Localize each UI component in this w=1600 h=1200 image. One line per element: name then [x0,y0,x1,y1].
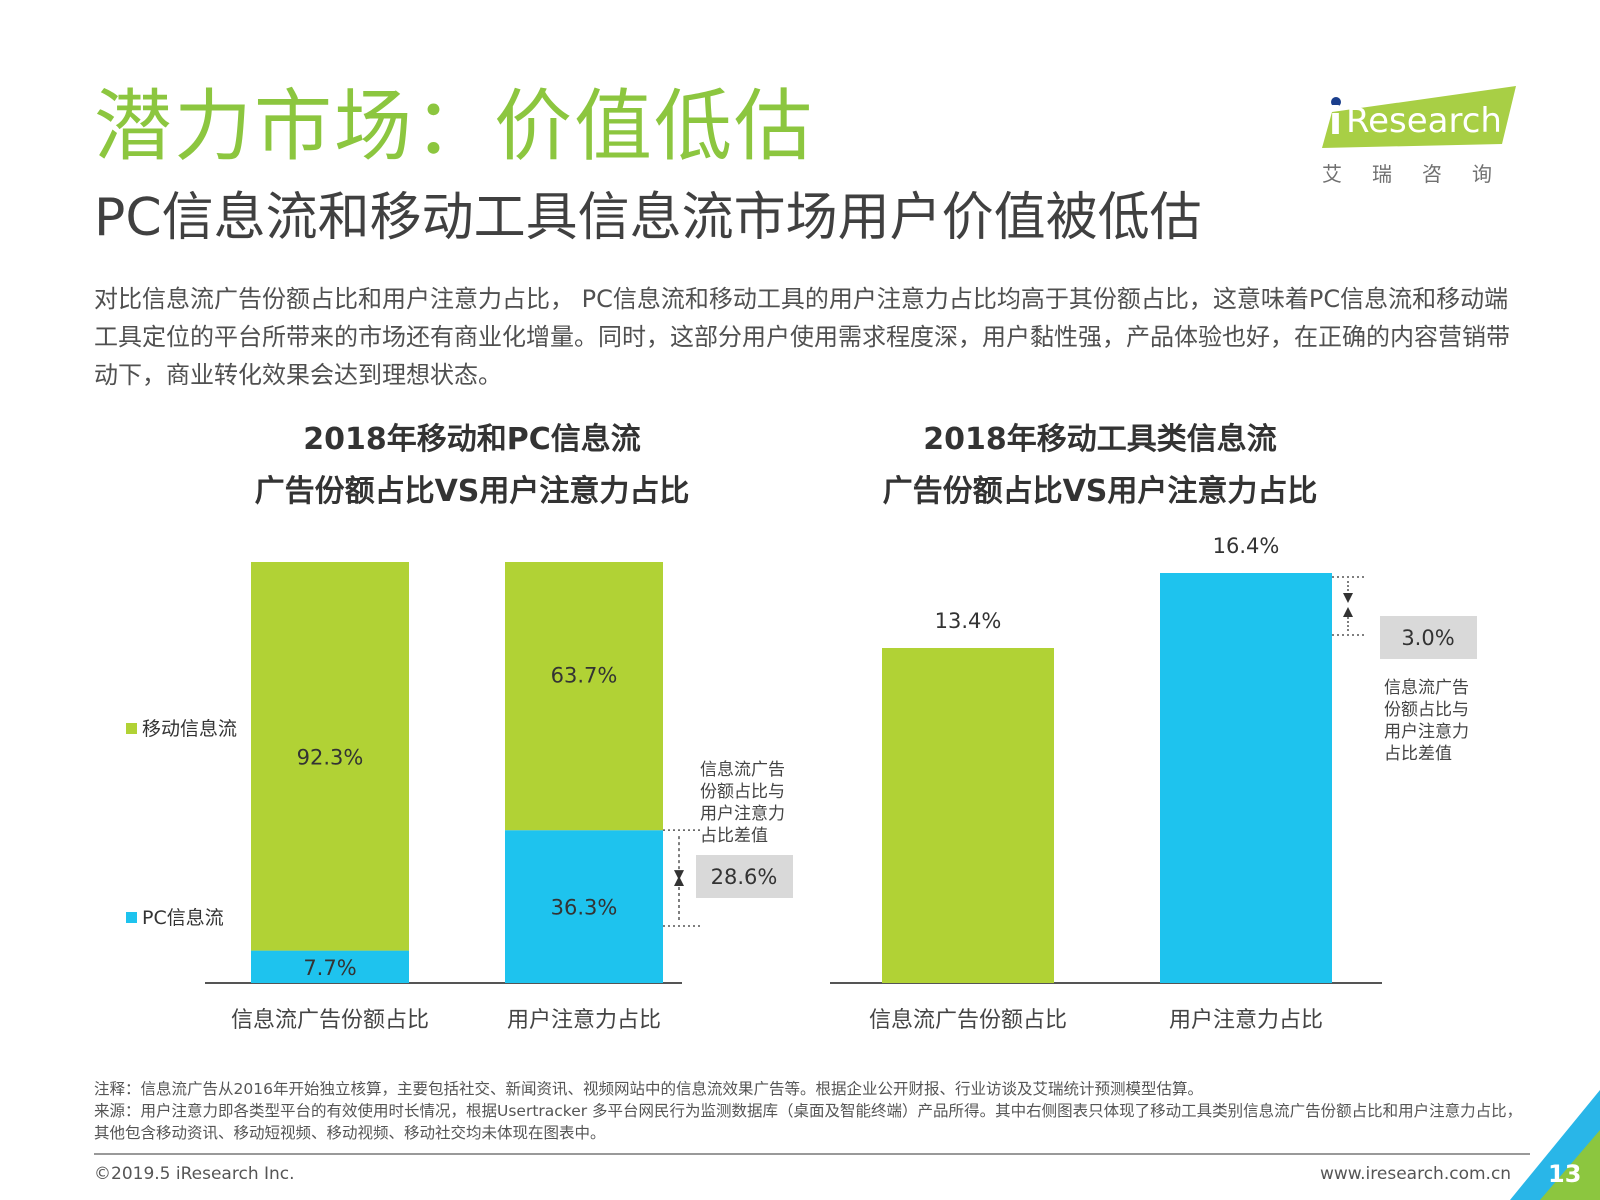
footnote-note: 注释：信息流广告从2016年开始独立核算，主要包括社交、新闻资讯、视频网站中的信… [94,1080,1203,1098]
logo-brand-text: Research [1346,101,1502,141]
chart1-bar-pc-0 [251,950,409,983]
footnotes: 注释：信息流广告从2016年开始独立核算，主要包括社交、新闻资讯、视频网站中的信… [94,1078,1534,1144]
logo-brand-i: i [1329,99,1342,143]
chart1-annotation-arrow-up-head [674,876,684,886]
chart2-title-line1: 2018年移动工具类信息流 [923,422,1277,457]
chart1-bar-mobile-1 [505,562,663,831]
chart2-title: 2018年移动工具类信息流 广告份额占比VS用户注意力占比 [810,414,1390,518]
chart1-diff-box [696,855,793,898]
chart2-annotation-text-line: 用户注意力 [1384,722,1469,742]
chart2-annotation-arrow-down-head [1343,593,1353,603]
chart2-annotation-text-line: 占比差值 [1384,744,1452,764]
chart1-legend-label-pc: PC信息流 [142,907,224,929]
chart1-label-pc-1: 36.3% [551,896,618,920]
chart1-title-line2: 广告份额占比VS用户注意力占比 [254,474,690,509]
chart2-category-label-1: 用户注意力占比 [1169,1008,1323,1033]
website: www.iresearch.com.cn [1320,1164,1512,1184]
chart1-legend-swatch-pc [126,912,137,923]
chart2-svg: 13.4% 信息流广告份额占比 16.4% 用户注意力占比 3.0% 信息流广告份额占比与… [830,534,1477,1033]
chart2-category-label-0: 信息流广告份额占比 [869,1008,1067,1033]
chart1-label-mobile-1: 63.7% [551,664,618,688]
page-subtitle: PC信息流和移动工具信息流市场用户价值被低估 [94,188,1202,248]
chart1-annotation-text-line: 占比差值 [700,826,768,846]
footer-divider [94,1153,1530,1155]
footnote-source: 来源：用户注意力即各类型平台的有效使用时长情况，根据Usertracker 多平… [94,1102,1523,1142]
chart2-annotation-arrow-up-head [1343,607,1353,617]
chart1-annotation-text-line: 信息流广告 [700,760,785,780]
chart2-bar-0 [882,648,1054,983]
chart1-diff-label: 28.6% [711,865,778,889]
chart1-category-label-0: 信息流广告份额占比 [231,1008,429,1033]
chart1-title: 2018年移动和PC信息流 广告份额占比VS用户注意力占比 [182,414,762,518]
chart1-legend-label-mobile: 移动信息流 [142,718,237,740]
iresearch-logo: i Research [1322,86,1522,160]
chart2-annotation-text-line: 信息流广告 [1384,678,1469,698]
page-number: 13 [1548,1160,1582,1188]
chart1-annotation-text-line: 份额占比与 [700,782,785,802]
chart2-title-line2: 广告份额占比VS用户注意力占比 [882,474,1318,509]
page-title: 潜力市场：价值低估 [94,82,815,172]
corner-decoration [1510,1090,1600,1200]
chart1-bar-mobile-0 [251,562,409,951]
chart1-title-line1: 2018年移动和PC信息流 [303,422,641,457]
chart2-value-label-1: 16.4% [1213,534,1280,558]
chart1-annotation-arrow-down-head [674,870,684,881]
chart1-svg: 7.7% 92.3% 信息流广告份额占比 36.3% 63.7% 用户注意力占比 移动信息流… [126,562,793,1033]
chart1-label-mobile-0: 92.3% [297,745,364,769]
chart2-annotation-text-line: 份额占比与 [1384,700,1469,720]
intro-paragraph: 对比信息流广告份额占比和用户注意力占比， PC信息流和移动工具的用户注意力占比均… [94,285,1510,389]
chart2-value-label-0: 13.4% [935,609,1002,633]
chart1-annotation-text-line: 用户注意力 [700,804,785,824]
chart2-diff-label: 3.0% [1401,626,1454,650]
chart2-diff-box [1380,616,1477,659]
chart2-bar-1 [1160,573,1332,983]
logo-chinese-text: 艾瑞咨询 [1322,162,1522,186]
chart1-category-label-1: 用户注意力占比 [507,1008,661,1033]
copyright: ©2019.5 iResearch Inc. [94,1164,295,1184]
chart1-legend-swatch-mobile [126,723,137,734]
chart1-label-pc-0: 7.7% [303,956,356,980]
chart1-bar-pc-1 [505,830,663,983]
